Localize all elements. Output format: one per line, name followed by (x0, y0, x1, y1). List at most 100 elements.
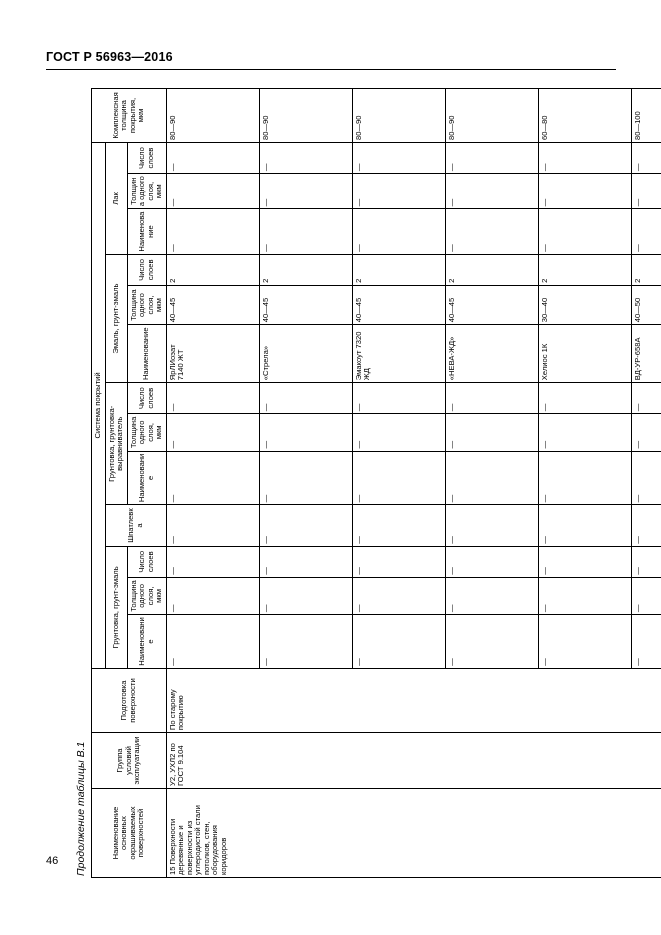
col-enamel-name: Наименование (127, 324, 166, 383)
cell-enamel-thickness: 40—45 (259, 285, 352, 325)
cell-surface-name: 15 Поверхности деревянные и поверхности … (166, 788, 661, 878)
cell-level-name: — (259, 451, 352, 505)
cell-surface-prep: По старому покрытию (166, 668, 661, 733)
cell-varnish-thickness: — (352, 173, 445, 209)
cell-primer-thickness: — (631, 577, 661, 615)
cell-putty: — (445, 504, 538, 547)
cell-level-layers: — (166, 382, 259, 414)
cell-varnish-layers: — (259, 142, 352, 174)
col-varnish-name: Наименование (127, 208, 166, 255)
cell-varnish-layers: — (631, 142, 661, 174)
cell-level-name: — (166, 451, 259, 505)
cell-varnish-name: — (538, 208, 631, 255)
group-primer-enamel: Грунтовка, грунт-эмаль (105, 546, 127, 669)
col-varnish-layers: Число слоев (127, 142, 166, 174)
col-surface-name: Наименование основных окрашиваемых повер… (91, 788, 166, 878)
cell-putty: — (352, 504, 445, 547)
cell-enamel-layers: 2 (445, 254, 538, 286)
cell-enamel-layers: 2 (352, 254, 445, 286)
cell-primer-layers: — (259, 546, 352, 578)
cell-varnish-thickness: — (631, 173, 661, 209)
cell-level-thickness: — (445, 413, 538, 452)
cell-level-name: — (538, 451, 631, 505)
cell-varnish-name: — (259, 208, 352, 255)
col-service-group: Группа условий эксплуатации (91, 732, 166, 789)
cell-enamel-name: «НЕВА-ЖД» (445, 324, 538, 383)
table-row: 15 Поверхности деревянные и поверхности … (166, 88, 661, 878)
cell-putty: — (631, 504, 661, 547)
cell-varnish-name: — (166, 208, 259, 255)
cell-primer-thickness: — (445, 577, 538, 615)
col-primer-thickness: Толщина одного слоя, мкм (127, 577, 166, 615)
cell-level-name: — (445, 451, 538, 505)
cell-level-thickness: — (631, 413, 661, 452)
group-enamel: Эмаль, грунт-эмаль (105, 254, 127, 383)
cell-putty: — (538, 504, 631, 547)
cell-putty: — (166, 504, 259, 547)
cell-level-name: — (631, 451, 661, 505)
col-surface-prep: Подготовка поверхности (91, 668, 166, 733)
cell-total-thickness: 80—90 (445, 88, 538, 143)
rotated-table-container: Продолжение таблицы В.1 Наименование осн… (75, 88, 661, 878)
cell-total-thickness: 60—80 (538, 88, 631, 143)
cell-primer-layers: — (352, 546, 445, 578)
cell-enamel-thickness: 40—45 (445, 285, 538, 325)
cell-varnish-layers: — (538, 142, 631, 174)
cell-putty: — (259, 504, 352, 547)
cell-level-layers: — (445, 382, 538, 414)
cell-enamel-layers: 2 (259, 254, 352, 286)
cell-primer-layers: — (445, 546, 538, 578)
cell-level-thickness: — (352, 413, 445, 452)
cell-primer-thickness: — (352, 577, 445, 615)
cell-enamel-name: «Стрела» (259, 324, 352, 383)
group-coating-system: Система покрытий (91, 142, 105, 669)
cell-primer-name: — (259, 614, 352, 669)
cell-level-layers: — (259, 382, 352, 414)
cell-varnish-layers: — (352, 142, 445, 174)
cell-level-layers: — (352, 382, 445, 414)
coating-system-table: Наименование основных окрашиваемых повер… (91, 88, 661, 878)
cell-varnish-thickness: — (259, 173, 352, 209)
col-level-thickness: Толщина одного слоя, мкм (127, 413, 166, 452)
cell-varnish-thickness: — (445, 173, 538, 209)
cell-enamel-thickness: 40—50 (631, 285, 661, 325)
cell-varnish-layers: — (166, 142, 259, 174)
cell-primer-thickness: — (259, 577, 352, 615)
cell-enamel-layers: 2 (166, 254, 259, 286)
page-number: 46 (46, 855, 59, 867)
cell-total-thickness: 80—100 (631, 88, 661, 143)
col-varnish-thickness: Толщина одного слоя, мкм (127, 173, 166, 209)
cell-level-thickness: — (166, 413, 259, 452)
table-head: Наименование основных окрашиваемых повер… (91, 88, 166, 878)
cell-total-thickness: 80—90 (259, 88, 352, 143)
cell-varnish-thickness: — (538, 173, 631, 209)
cell-primer-layers: — (631, 546, 661, 578)
rotated-table-inner: Продолжение таблицы В.1 Наименование осн… (75, 88, 661, 878)
cell-enamel-thickness: 40—45 (166, 285, 259, 325)
cell-primer-thickness: — (538, 577, 631, 615)
cell-level-layers: — (538, 382, 631, 414)
cell-level-thickness: — (538, 413, 631, 452)
cell-enamel-layers: 2 (538, 254, 631, 286)
cell-total-thickness: 80—90 (166, 88, 259, 143)
col-level-layers: Число слоев (127, 382, 166, 414)
cell-varnish-thickness: — (166, 173, 259, 209)
cell-primer-name: — (166, 614, 259, 669)
col-total-thickness: Комплексная толщина покрытия, мкм (91, 88, 166, 143)
cell-varnish-layers: — (445, 142, 538, 174)
cell-primer-layers: — (538, 546, 631, 578)
header-divider (46, 69, 616, 70)
cell-varnish-name: — (352, 208, 445, 255)
cell-enamel-layers: 2 (631, 254, 661, 286)
table-body: 15 Поверхности деревянные и поверхности … (166, 88, 661, 878)
group-putty: Шпатлевка (105, 504, 166, 547)
cell-enamel-thickness: 30—40 (538, 285, 631, 325)
cell-enamel-name: Эмакоут 7320 ЖД (352, 324, 445, 383)
cell-primer-name: — (352, 614, 445, 669)
cell-total-thickness: 80—90 (352, 88, 445, 143)
group-varnish: Лак (105, 142, 127, 255)
cell-varnish-name: — (631, 208, 661, 255)
header-row-1: Наименование основных окрашиваемых повер… (91, 88, 166, 878)
cell-primer-layers: — (166, 546, 259, 578)
col-enamel-layers: Число слоев (127, 254, 166, 286)
